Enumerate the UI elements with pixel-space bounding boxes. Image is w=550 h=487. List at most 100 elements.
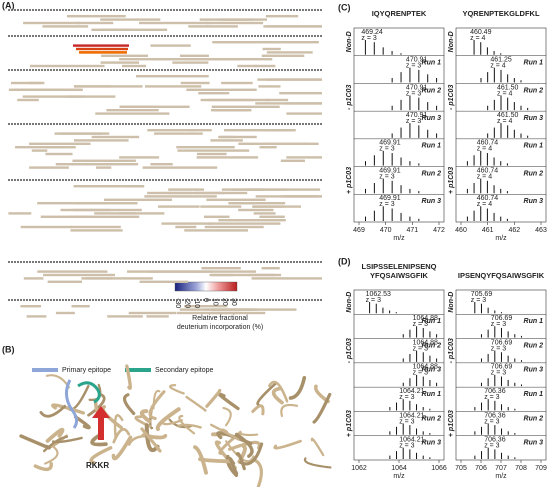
peptide <box>45 152 73 156</box>
protein-strand <box>193 445 208 475</box>
peak-label: 705.69 <box>471 291 493 298</box>
peptide <box>20 305 42 308</box>
protein-strand <box>68 384 90 411</box>
peptide <box>71 305 90 308</box>
peptide <box>150 163 173 166</box>
peptide <box>175 225 197 229</box>
peak-charge: z = 3 <box>399 443 414 450</box>
site-arrow <box>92 406 110 440</box>
peak-label: 706.69 <box>491 339 513 346</box>
peptide <box>70 225 121 229</box>
peptide <box>91 28 133 31</box>
peak-label: 461.25 <box>490 57 512 64</box>
peptide <box>158 205 200 208</box>
peak-charge: z = 3 <box>379 173 394 180</box>
condition-label: Non-D <box>346 292 353 313</box>
peptide <box>85 277 113 280</box>
peptide <box>29 81 45 85</box>
run-label: Run 2 <box>422 342 442 349</box>
x-tick-label: 472 <box>433 227 445 234</box>
panel-label: (C) <box>338 2 351 12</box>
panel-label: (A) <box>2 0 15 10</box>
x-axis-label: m/z <box>495 235 507 242</box>
colorbar-tick: 0 <box>202 298 209 302</box>
peptide <box>176 311 241 315</box>
peak-label: 706.36 <box>484 412 506 419</box>
protein-strand <box>39 404 67 418</box>
colorbar-label: deuterium incorporation (%) <box>177 324 263 331</box>
peptide <box>188 129 212 132</box>
peptide <box>253 64 276 68</box>
peptide <box>248 273 275 277</box>
peptide <box>266 51 313 54</box>
peak-charge: z = 4 <box>497 90 512 97</box>
protein-strand <box>271 386 284 405</box>
peak-label: 470.91 <box>406 57 428 64</box>
peptide <box>46 146 66 149</box>
protein-strand <box>144 423 160 453</box>
peak-label: 1064.88 <box>413 315 438 322</box>
protein-strand <box>45 427 65 443</box>
protein-strand <box>217 392 240 411</box>
peptide <box>172 61 209 64</box>
peptide <box>121 64 147 68</box>
x-tick-label: 469 <box>353 227 365 234</box>
peptide <box>253 212 276 215</box>
peptide <box>66 15 126 18</box>
peptide <box>76 47 128 51</box>
run-label: Run 2 <box>524 415 544 422</box>
x-tick-label: 471 <box>406 227 418 234</box>
peptide <box>218 135 235 139</box>
x-tick-label: 708 <box>515 465 527 472</box>
protein-strand <box>19 434 51 450</box>
protein-strand <box>185 395 207 412</box>
peptide <box>252 205 284 208</box>
peptide <box>185 75 209 78</box>
peak-label: 1064.88 <box>413 364 438 371</box>
protein-strand <box>310 437 325 457</box>
peptide <box>238 208 274 212</box>
peak-charge: z = 4 <box>477 146 492 153</box>
peptide <box>103 198 172 201</box>
peptide <box>84 163 139 166</box>
protein-strand <box>234 432 254 458</box>
x-tick-label: 460 <box>455 227 467 234</box>
x-tick-label: 705 <box>455 465 467 472</box>
protein-strand <box>228 456 239 475</box>
protein-strand <box>225 454 239 478</box>
colorbar-tick: 30 <box>230 298 237 306</box>
peptide <box>119 156 160 159</box>
peptide <box>29 64 105 68</box>
peak-charge: z = 4 <box>477 201 492 208</box>
peptide <box>22 95 84 98</box>
run-label: Run 3 <box>422 198 442 205</box>
protein-strand <box>198 457 233 464</box>
condition-label: + p1C03 <box>346 167 353 194</box>
peptide <box>237 64 258 68</box>
protein-strand <box>205 388 222 408</box>
peptide <box>223 308 297 311</box>
protein-strand <box>33 461 53 472</box>
peak-label: 706.69 <box>491 364 513 371</box>
peptide <box>281 195 318 198</box>
peptide <box>73 185 145 188</box>
protein-strand <box>42 435 69 453</box>
peptide <box>96 166 112 169</box>
peptide <box>67 215 140 218</box>
peak-charge: z = 4 <box>470 35 485 42</box>
peptide <box>198 92 230 95</box>
peptide <box>192 270 256 273</box>
peak-charge: z = 3 <box>366 297 381 304</box>
condition-label: Non-D <box>448 31 455 52</box>
peak-charge: z = 3 <box>413 321 428 328</box>
colorbar-tick: -20 <box>183 298 190 308</box>
protein-strand <box>256 381 278 407</box>
run-label: Run 3 <box>524 440 544 447</box>
peak-label: 470.91 <box>406 112 428 119</box>
peptide <box>126 270 194 273</box>
peptide <box>184 305 228 308</box>
peptide <box>204 225 264 229</box>
protein-structure <box>19 364 332 487</box>
run-label: Run 1 <box>524 143 544 150</box>
spectrum-frame <box>353 27 445 223</box>
